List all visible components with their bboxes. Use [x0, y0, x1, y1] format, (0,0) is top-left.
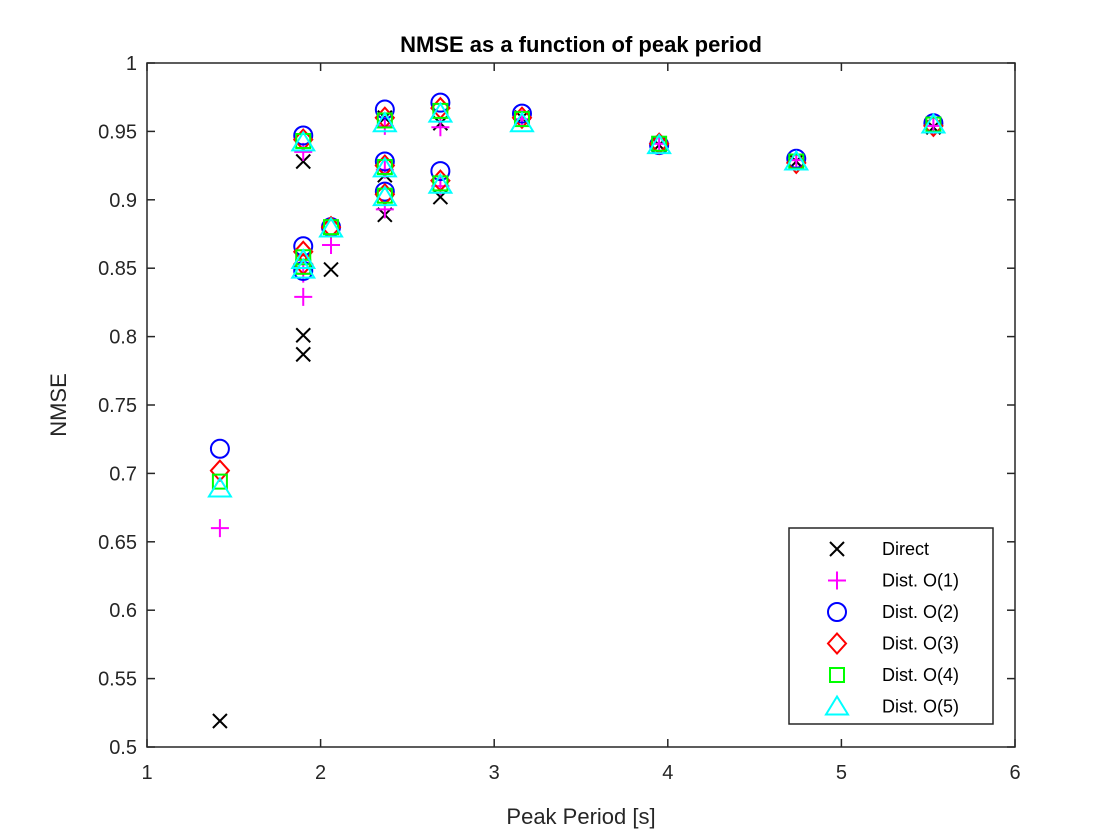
data-point	[511, 103, 532, 124]
data-point	[374, 151, 395, 172]
data-point	[920, 112, 947, 134]
legend-marker	[829, 667, 845, 683]
legend-label: Direct	[882, 539, 929, 559]
data-point	[372, 111, 398, 133]
series-3	[209, 92, 944, 459]
ticks-layer: 1 2 3 4 5 6 0.5 0.55 0.6 0.65 0.7 0.75 0.8 0.85 0.9 0.9…	[98, 53, 1021, 784]
data-point	[374, 99, 395, 120]
data-point	[212, 713, 228, 729]
series-6	[207, 101, 947, 498]
y-tick-label: 0.6	[109, 600, 137, 622]
data-point	[783, 149, 810, 171]
markers-layer	[207, 92, 947, 729]
x-tick-label: 4	[662, 762, 673, 784]
y-tick-label: 0.85	[98, 258, 137, 280]
data-point	[372, 185, 398, 207]
data-point	[209, 459, 231, 483]
legend-label: Dist. O(2)	[882, 602, 959, 622]
legend-marker	[829, 541, 845, 557]
y-tick-label: 0.7	[109, 463, 137, 485]
data-point	[290, 257, 317, 279]
data-point	[209, 438, 230, 459]
y-tick-label: 0.5	[109, 737, 137, 759]
data-point	[210, 519, 229, 538]
x-tick-label: 2	[315, 762, 326, 784]
legend-marker	[827, 602, 847, 622]
data-point	[290, 248, 317, 269]
data-point	[295, 153, 311, 170]
x-tick-label: 3	[489, 762, 500, 784]
data-point	[430, 161, 451, 182]
data-point	[295, 346, 311, 363]
axes-box	[146, 62, 1016, 748]
y-tick-label: 0.75	[98, 395, 137, 417]
y-tick-label: 0.9	[109, 190, 137, 212]
data-point	[293, 125, 314, 146]
y-axis-label: NMSE	[46, 373, 71, 437]
y-tick-label: 0.65	[98, 532, 137, 554]
data-point	[372, 156, 398, 178]
data-point	[318, 216, 344, 238]
data-point	[295, 327, 311, 343]
legend-box	[788, 527, 994, 725]
data-point	[322, 235, 341, 254]
data-point	[294, 142, 313, 161]
data-point	[430, 92, 451, 113]
x-tick-label: 1	[141, 762, 152, 784]
data-point	[374, 181, 395, 202]
y-tick-label: 0.8	[109, 327, 137, 349]
x-axis-label: Peak Period [s]	[506, 804, 655, 829]
legend-label: Dist. O(3)	[882, 634, 959, 654]
chart-title: NMSE as a function of peak period	[400, 32, 762, 57]
x-tick-label: 6	[1009, 762, 1020, 784]
legend-label: Dist. O(1)	[882, 571, 959, 591]
y-tick-label: 1	[126, 53, 137, 75]
data-point	[427, 101, 454, 123]
legend-marker	[828, 571, 846, 590]
legend-marker	[826, 632, 848, 655]
legend-marker	[824, 694, 850, 716]
y-tick-label: 0.95	[98, 121, 137, 143]
data-point	[646, 133, 672, 155]
data-point	[427, 172, 454, 194]
legend-label: Dist. O(5)	[882, 697, 959, 717]
data-point	[294, 287, 313, 306]
data-point	[509, 111, 535, 133]
data-point	[290, 130, 317, 152]
data-point	[211, 473, 228, 490]
y-tick-label: 0.55	[98, 669, 137, 691]
x-tick-label: 5	[836, 762, 847, 784]
legend-label: Dist. O(4)	[882, 665, 959, 685]
legend: Direct Dist. O(1) Dist. O(2) Dist. O(3) Dist…	[788, 527, 994, 725]
data-point	[292, 240, 314, 264]
data-point	[323, 261, 339, 278]
data-point	[207, 476, 233, 498]
